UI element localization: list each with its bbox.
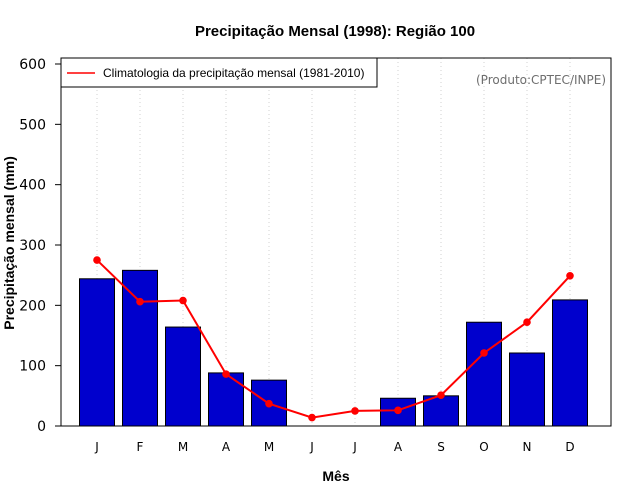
- grid-layer: [96, 58, 571, 426]
- x-tick-label: J: [94, 440, 99, 454]
- y-tick-label: 600: [19, 57, 46, 73]
- y-tick-label: 500: [19, 117, 46, 133]
- bar-11: [509, 352, 545, 427]
- climatology-point-8: [394, 406, 402, 415]
- climatology-point-9: [437, 391, 445, 400]
- climatology-point-4: [222, 370, 230, 378]
- y-tick-label: 300: [19, 238, 46, 254]
- x-axis-label: Mês: [322, 468, 349, 484]
- climatology-point-5: [265, 399, 273, 408]
- legend-box: [60, 57, 378, 88]
- climatology-line-layer: [93, 256, 574, 422]
- bar-10: [466, 321, 502, 427]
- x-tick-label: S: [437, 440, 445, 454]
- bar-3: [165, 326, 201, 427]
- legend: Climatologia da precipitação mensal (198…: [60, 57, 378, 88]
- y-axis: 0 100 200 300 400 500 600: [19, 57, 61, 435]
- y-axis-label: Precipitação mensal (mm): [1, 156, 17, 330]
- climatology-point-11: [523, 318, 531, 327]
- bar-4: [208, 372, 244, 427]
- x-tick-label: A: [394, 440, 403, 454]
- x-tick-label: D: [565, 440, 574, 454]
- x-tick-label: M: [178, 440, 188, 454]
- legend-entry-climatology: Climatologia da precipitação mensal (198…: [103, 66, 364, 80]
- x-tick-label: O: [479, 440, 488, 454]
- y-tick-label: 0: [37, 419, 46, 435]
- x-tick-label: N: [523, 440, 532, 454]
- y-tick-label: 100: [19, 359, 46, 375]
- climatology-point-12: [566, 271, 574, 280]
- x-tick-label: M: [264, 440, 274, 454]
- climatology-point-6: [308, 413, 316, 422]
- x-tick-label: J: [309, 440, 314, 454]
- bar-2: [122, 269, 158, 427]
- credit-annotation: (Produto:CPTEC/INPE): [476, 73, 606, 87]
- x-tick-label: A: [222, 440, 231, 454]
- climatology-point-7: [351, 407, 359, 415]
- bar-1: [79, 278, 115, 427]
- y-tick-label: 200: [19, 298, 46, 314]
- climatology-point-1: [93, 256, 101, 264]
- climatology-point-10: [480, 349, 488, 357]
- bars-layer: [79, 269, 588, 427]
- bar-12: [552, 299, 588, 427]
- chart-title: Precipitação Mensal (1998): Região 100: [195, 23, 475, 40]
- y-tick-label: 400: [19, 178, 46, 194]
- climatology-point-2: [136, 297, 144, 306]
- x-tick-label: F: [137, 440, 144, 454]
- climatology-line: [96, 259, 571, 419]
- climatology-point-3: [179, 296, 187, 305]
- x-tick-label: J: [352, 440, 357, 454]
